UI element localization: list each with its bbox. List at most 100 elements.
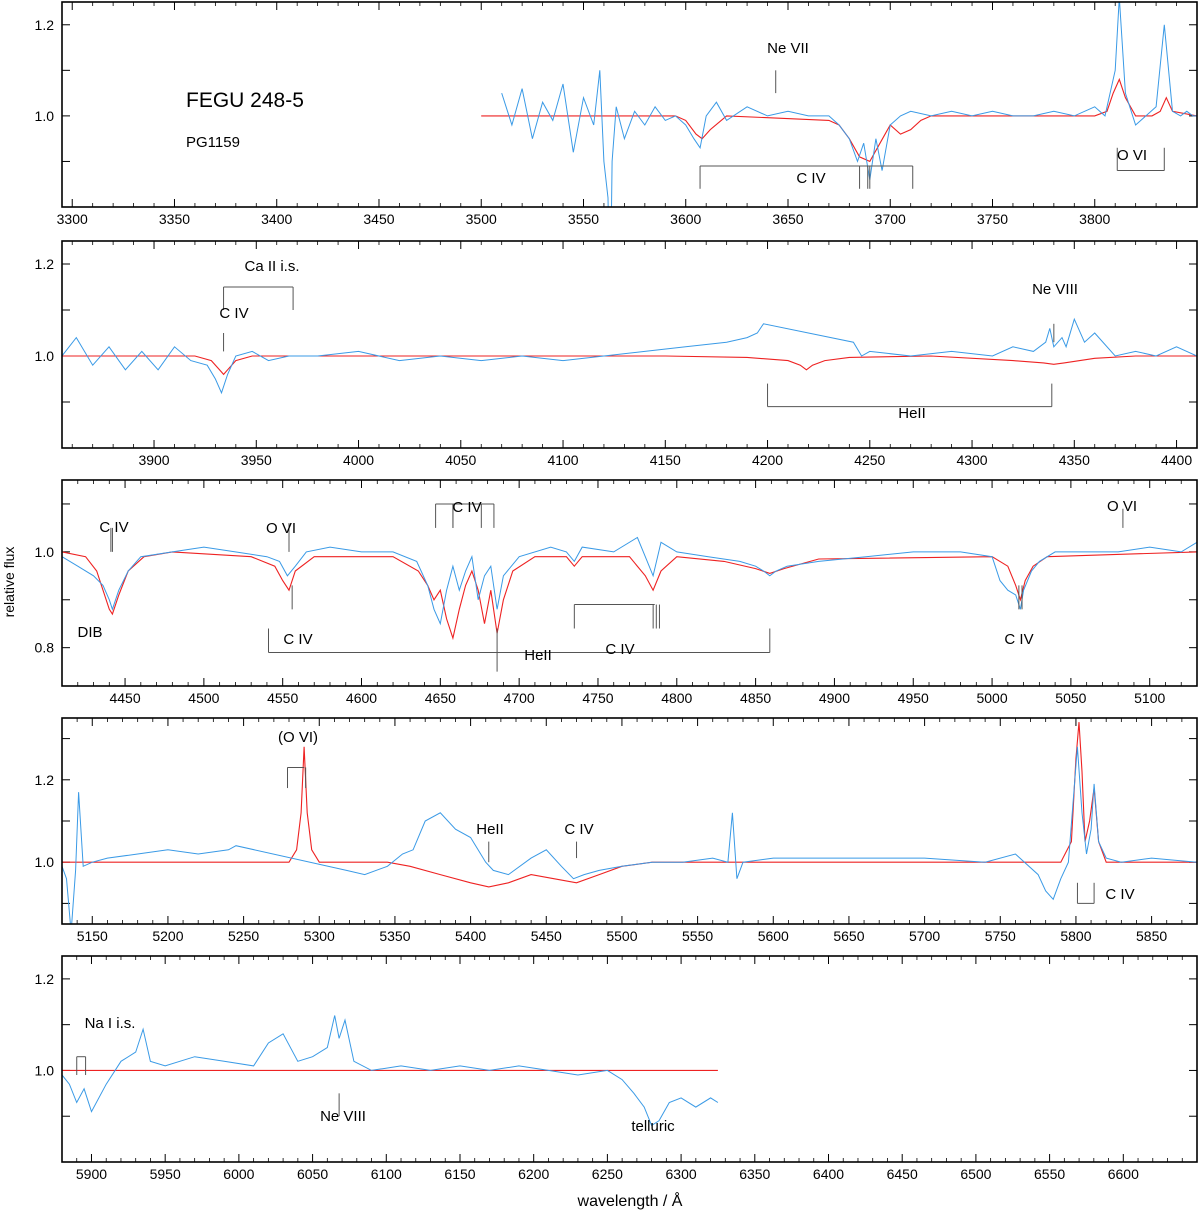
x-tick-label: 5100 [1134,690,1165,706]
x-tick-label: 6050 [297,1166,328,1182]
x-tick-label: 5650 [833,928,864,944]
panel-frame [61,955,1198,1163]
x-tick-label: 5600 [758,928,789,944]
x-tick-label: 4000 [343,452,374,468]
x-tick-label: 5450 [531,928,562,944]
p1-ne7-label: Ne VII [767,40,809,57]
x-tick-label: 6150 [444,1166,475,1182]
panel-4: 5150 5200 5250 5300 5350 5400 5450 5500 5550 5600… [35,717,1198,944]
x-tick-label: 5350 [379,928,410,944]
x-tick-label: 5750 [985,928,1016,944]
x-tick-label: 3400 [261,211,292,227]
p1-ovi-label: O VI [1117,147,1147,164]
x-tick-label: 4900 [819,690,850,706]
p4-ovi-label: (O VI) [278,729,318,746]
y-tick-label: 1.2 [35,971,55,987]
observed-spectrum-line [501,2,1197,207]
y-tick-label: 1.2 [35,772,55,788]
x-tick-label: 5900 [76,1166,107,1182]
p2-civ-label: C IV [219,305,248,322]
x-tick-label: 5050 [1055,690,1086,706]
x-tick-label: 4150 [650,452,681,468]
observed-spectrum-line [62,536,1197,626]
x-tick-label: 3950 [241,452,272,468]
x-tick-label: 4250 [854,452,885,468]
x-tick-label: 5400 [455,928,486,944]
x-tick-label: 4300 [956,452,987,468]
p3-dib-label: DIB [77,624,102,641]
x-tick-label: 4850 [740,690,771,706]
p2-heii-label: HeII [898,405,926,422]
p3-ovi-a-label: O VI [266,520,296,537]
observed-spectrum-line [62,317,1197,395]
p5-ne8-label: Ne VIII [320,1108,366,1125]
p3-civ-c-label: C IV [605,641,634,658]
x-tick-label: 4050 [445,452,476,468]
x-tick-label: 3650 [772,211,803,227]
p3-civ-a-label: C IV [99,519,128,536]
y-tick-label: 0.8 [35,640,55,656]
x-tick-label: 4500 [188,690,219,706]
p2-ne8-label: Ne VIII [1032,281,1078,298]
x-tick-label: 6250 [592,1166,623,1182]
y-tick-label: 1.2 [35,17,55,33]
panel-2: 3900 3950 4000 4050 4100 4150 4200 4250 4300 4350… [35,240,1198,468]
panel-1: 3300 3350 3400 3450 3500 3550 3600 3650 3700 3750… [35,1,1198,227]
x-tick-label: 6400 [813,1166,844,1182]
x-tick-label: 5950 [150,1166,181,1182]
x-tick-label: 6550 [1034,1166,1065,1182]
x-tick-label: 5000 [976,690,1007,706]
y-tick-label: 1.0 [35,108,55,124]
p5-telluric-label: telluric [631,1118,675,1135]
x-tick-label: 5800 [1060,928,1091,944]
p4-heii-label: HeII [476,821,504,838]
y-tick-label: 1.0 [35,854,55,870]
x-tick-label: 6350 [739,1166,770,1182]
x-tick-label: 5700 [909,928,940,944]
p3-civ-b-label: C IV [283,631,312,648]
x-tick-label: 6600 [1108,1166,1139,1182]
p4-civ-b-label: C IV [1105,886,1134,903]
x-tick-label: 3500 [466,211,497,227]
x-tick-label: 5550 [682,928,713,944]
p3-ovi-b-label: O VI [1107,498,1137,515]
y-axis-title: relative flux [1,547,17,618]
observed-spectrum-line [62,746,1197,924]
x-tick-label: 4100 [547,452,578,468]
x-axis-title: wavelength / Å [577,1191,683,1210]
x-tick-label: 3900 [138,452,169,468]
y-tick-label: 1.0 [35,544,55,560]
x-tick-label: 6500 [960,1166,991,1182]
x-tick-label: 5200 [152,928,183,944]
x-tick-label: 3800 [1079,211,1110,227]
p2-ca-label: Ca II i.s. [244,258,299,275]
line-markers [76,70,1165,1117]
x-tick-label: 6300 [666,1166,697,1182]
x-tick-label: 4650 [425,690,456,706]
x-tick-label: 4550 [267,690,298,706]
p4-civ-a-label: C IV [564,821,593,838]
x-tick-label: 4750 [582,690,613,706]
panel-frame [61,240,1198,449]
x-tick-label: 5850 [1136,928,1167,944]
panel-3: 4450 4500 4550 4600 4650 4700 4750 4800 4850 4900… [35,479,1198,706]
model-spectrum-line [481,77,1197,163]
x-tick-label: 4450 [109,690,140,706]
p1-civ-label: C IV [796,170,825,187]
y-tick-label: 1.2 [35,256,55,272]
x-tick-label: 4950 [898,690,929,706]
panel-frame [61,717,1198,925]
star-name-label: FEGU 248-5 [186,89,304,112]
x-tick-label: 3350 [159,211,190,227]
p3-civ-d-label: C IV [1004,631,1033,648]
x-tick-label: 6000 [223,1166,254,1182]
p5-na-label: Na I i.s. [85,1015,136,1032]
x-tick-label: 6450 [887,1166,918,1182]
p3-civ-top-label: C IV [452,499,481,516]
x-tick-label: 3750 [977,211,1008,227]
observed-spectrum-line [62,1015,719,1127]
x-tick-label: 3700 [875,211,906,227]
x-tick-label: 5250 [228,928,259,944]
x-tick-label: 5500 [606,928,637,944]
